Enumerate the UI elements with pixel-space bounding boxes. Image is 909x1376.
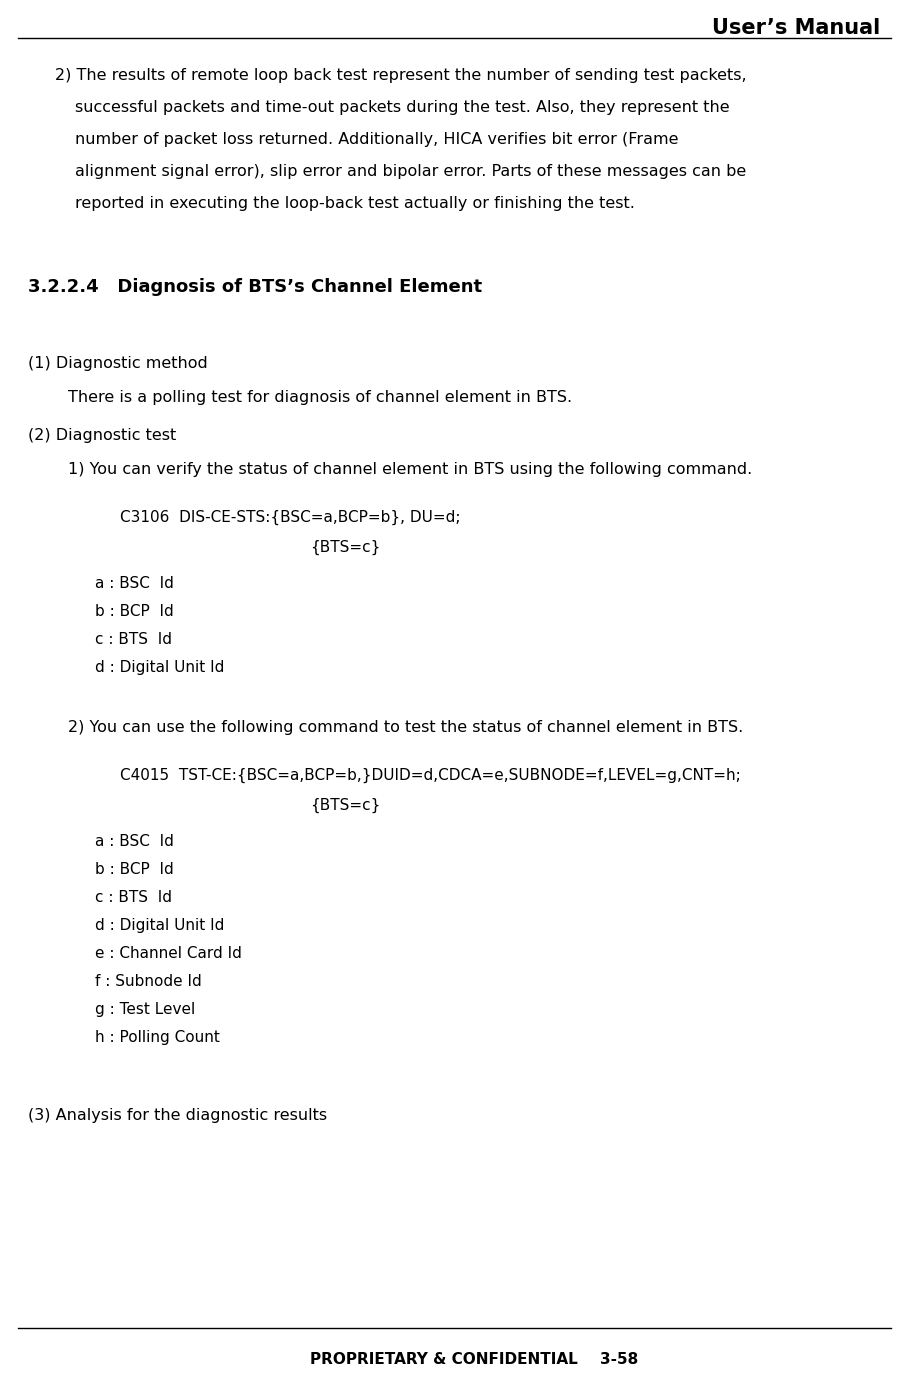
- Text: (2) Diagnostic test: (2) Diagnostic test: [28, 428, 176, 443]
- Text: PROPRIETARY & CONFIDENTIAL: PROPRIETARY & CONFIDENTIAL: [310, 1353, 578, 1366]
- Text: {BTS=c}: {BTS=c}: [310, 539, 380, 555]
- Text: alignment signal error), slip error and bipolar error. Parts of these messages c: alignment signal error), slip error and …: [75, 164, 746, 179]
- Text: 2) You can use the following command to test the status of channel element in BT: 2) You can use the following command to …: [68, 720, 744, 735]
- Text: b : BCP  Id: b : BCP Id: [95, 604, 174, 619]
- Text: c : BTS  Id: c : BTS Id: [95, 632, 172, 647]
- Text: d : Digital Unit Id: d : Digital Unit Id: [95, 660, 225, 676]
- Text: {BTS=c}: {BTS=c}: [310, 798, 380, 813]
- Text: a : BSC  Id: a : BSC Id: [95, 834, 174, 849]
- Text: 3.2.2.4   Diagnosis of BTS’s Channel Element: 3.2.2.4 Diagnosis of BTS’s Channel Eleme…: [28, 278, 482, 296]
- Text: C4015  TST-CE:{BSC=a,BCP=b,}DUID=d,CDCA=e,SUBNODE=f,LEVEL=g,CNT=h;: C4015 TST-CE:{BSC=a,BCP=b,}DUID=d,CDCA=e…: [120, 768, 741, 783]
- Text: reported in executing the loop-back test actually or finishing the test.: reported in executing the loop-back test…: [75, 195, 634, 211]
- Text: 2) The results of remote loop back test represent the number of sending test pac: 2) The results of remote loop back test …: [55, 67, 746, 83]
- Text: b : BCP  Id: b : BCP Id: [95, 861, 174, 877]
- Text: g : Test Level: g : Test Level: [95, 1002, 195, 1017]
- Text: d : Digital Unit Id: d : Digital Unit Id: [95, 918, 225, 933]
- Text: (1) Diagnostic method: (1) Diagnostic method: [28, 356, 208, 372]
- Text: 1) You can verify the status of channel element in BTS using the following comma: 1) You can verify the status of channel …: [68, 462, 753, 477]
- Text: number of packet loss returned. Additionally, HICA verifies bit error (Frame: number of packet loss returned. Addition…: [75, 132, 678, 147]
- Text: User’s Manual: User’s Manual: [712, 18, 880, 39]
- Text: C3106  DIS-CE-STS:{BSC=a,BCP=b}, DU=d;: C3106 DIS-CE-STS:{BSC=a,BCP=b}, DU=d;: [120, 510, 461, 526]
- Text: c : BTS  Id: c : BTS Id: [95, 890, 172, 905]
- Text: (3) Analysis for the diagnostic results: (3) Analysis for the diagnostic results: [28, 1108, 327, 1123]
- Text: There is a polling test for diagnosis of channel element in BTS.: There is a polling test for diagnosis of…: [68, 389, 572, 405]
- Text: 3-58: 3-58: [600, 1353, 638, 1366]
- Text: e : Channel Card Id: e : Channel Card Id: [95, 947, 242, 960]
- Text: h : Polling Count: h : Polling Count: [95, 1031, 220, 1044]
- Text: a : BSC  Id: a : BSC Id: [95, 577, 174, 592]
- Text: successful packets and time-out packets during the test. Also, they represent th: successful packets and time-out packets …: [75, 100, 730, 116]
- Text: f : Subnode Id: f : Subnode Id: [95, 974, 202, 989]
